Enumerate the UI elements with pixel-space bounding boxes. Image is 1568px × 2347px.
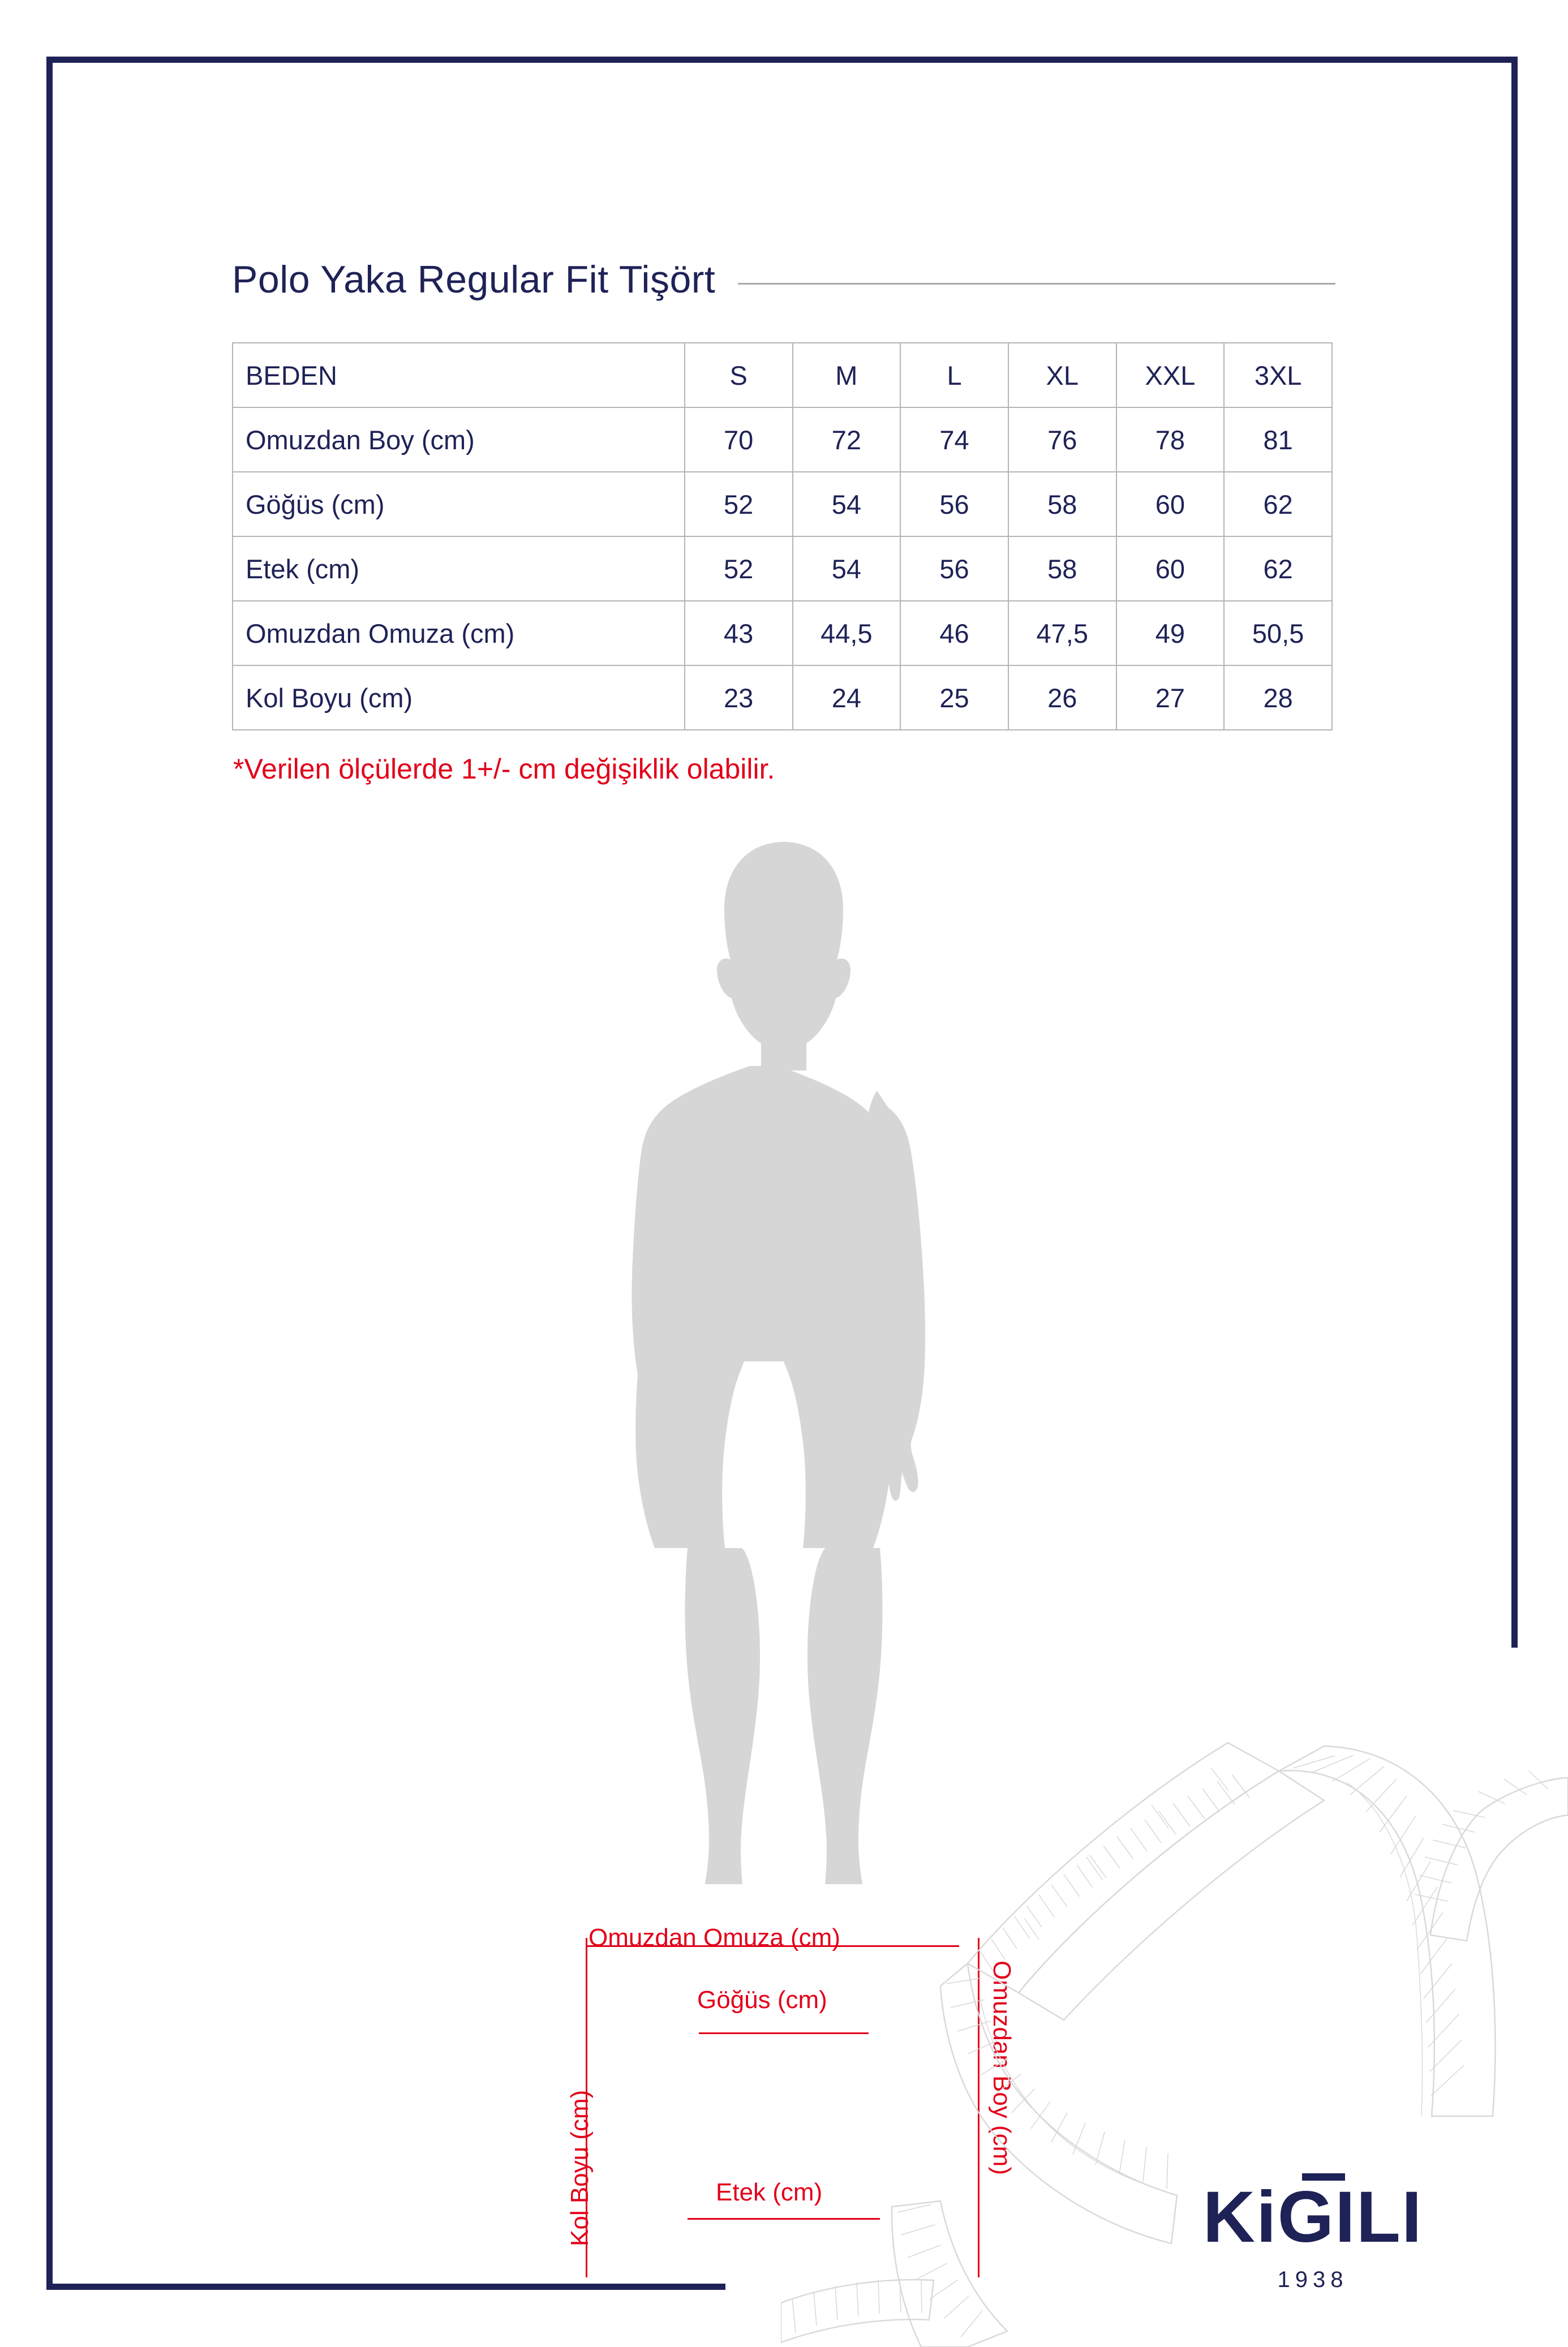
table-header-size-3xl: 3XL [1223,342,1333,408]
table-header-size-m: M [792,342,901,408]
table-cell: 76 [1007,407,1117,472]
table-row-label: Omuzdan Boy (cm) [232,407,685,472]
table-cell: 49 [1115,600,1225,666]
measurement-tolerance-note: *Verilen ölçülerde 1+/- cm değişiklik ol… [233,753,775,785]
table-cell: 60 [1115,536,1225,601]
table-header-row: BEDEN S M L XL XXL 3XL [232,342,1333,408]
table-cell: 62 [1223,471,1333,537]
measure-line-shoulder-to-shoulder [586,1945,959,1947]
page-title-row: Polo Yaka Regular Fit Tişört [232,257,1335,302]
measure-label-hem: Etek (cm) [716,2178,823,2206]
table-header-beden: BEDEN [232,342,685,408]
measure-line-sleeve-length [586,1938,587,2277]
table-row: Omuzdan Omuza (cm) 43 44,5 46 47,5 49 50,5 [232,600,1333,666]
table-row-label: Kol Boyu (cm) [232,665,685,730]
frame-border-left [46,57,53,2290]
table-cell: 60 [1115,471,1225,537]
table-cell: 24 [792,665,901,730]
measure-label-shoulder-to-hem: Omuzdan Boy (cm) [988,1961,1016,2175]
table-cell: 25 [900,665,1009,730]
table-row-label: Etek (cm) [232,536,685,601]
measure-line-hem [688,2218,880,2220]
table-cell: 81 [1223,407,1333,472]
table-cell: 56 [900,471,1009,537]
table-header-size-xxl: XXL [1115,342,1225,408]
measurement-figure: Omuzdan Omuza (cm) Göğüs (cm) Etek (cm) … [0,837,1568,2277]
table-cell: 50,5 [1223,600,1333,666]
page-title: Polo Yaka Regular Fit Tişört [232,258,716,301]
brand-year: 1938 [1277,2267,1348,2292]
table-cell: 44,5 [792,600,901,666]
measure-line-chest [699,2032,869,2034]
measure-line-shoulder-to-hem [978,1938,980,2277]
frame-border-top [46,57,1518,63]
table-row-label: Omuzdan Omuza (cm) [232,600,685,666]
brand-name-text: KiGILI [1202,2177,1423,2258]
frame-border-right [1511,57,1518,1648]
table-cell: 26 [1007,665,1117,730]
table-row-label: Göğüs (cm) [232,471,685,537]
table-row: Etek (cm) 52 54 56 58 60 62 [232,536,1333,601]
table-cell: 62 [1223,536,1333,601]
table-header-size-l: L [900,342,1009,408]
table-cell: 56 [900,536,1009,601]
table-row: Göğüs (cm) 52 54 56 58 60 62 [232,471,1333,537]
table-cell: 52 [684,536,793,601]
table-header-size-s: S [684,342,793,408]
table-row: Kol Boyu (cm) 23 24 25 26 27 28 [232,665,1333,730]
brand-logo: KiGILI 1938 [1154,2173,1471,2293]
measure-label-chest: Göğüs (cm) [697,1986,827,2014]
frame-border-bottom [46,2284,725,2290]
table-cell: 58 [1007,471,1117,537]
table-cell: 23 [684,665,793,730]
title-divider-rule [738,282,1335,285]
g-macron-bar [1301,2173,1345,2181]
table-cell: 46 [900,600,1009,666]
table-cell: 47,5 [1007,600,1117,666]
table-cell: 78 [1115,407,1225,472]
table-header-size-xl: XL [1007,342,1117,408]
table-cell: 70 [684,407,793,472]
body-silhouette-icon [632,842,925,1884]
table-cell: 74 [900,407,1009,472]
size-chart-table: BEDEN S M L XL XXL 3XL Omuzdan Boy (cm) 70 72 74 76… [232,342,1333,730]
measure-label-sleeve-length: Kol Boyu (cm) [566,2090,594,2246]
table-cell: 52 [684,471,793,537]
table-cell: 54 [792,536,901,601]
table-cell: 28 [1223,665,1333,730]
table-cell: 58 [1007,536,1117,601]
table-row: Omuzdan Boy (cm) 70 72 74 76 78 81 [232,407,1333,472]
table-cell: 54 [792,471,901,537]
table-cell: 27 [1115,665,1225,730]
brand-name: KiGILI [1203,2173,1423,2254]
table-cell: 72 [792,407,901,472]
measure-label-shoulder-to-shoulder: Omuzdan Omuza (cm) [588,1924,840,1951]
table-cell: 43 [684,600,793,666]
